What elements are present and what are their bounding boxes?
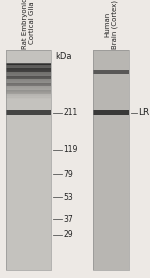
Bar — [6, 68, 51, 70]
Bar — [93, 110, 129, 115]
Bar — [93, 50, 129, 270]
Bar — [6, 85, 51, 86]
Bar — [6, 70, 51, 71]
Bar — [6, 80, 51, 81]
Bar — [6, 72, 51, 73]
Bar — [93, 50, 129, 270]
Bar — [6, 66, 51, 67]
Bar — [6, 76, 51, 78]
Bar — [6, 94, 51, 95]
Bar — [6, 92, 51, 93]
Bar — [6, 64, 51, 65]
Bar — [6, 98, 51, 99]
Bar — [6, 87, 51, 88]
Text: 119: 119 — [63, 145, 77, 155]
Bar — [6, 88, 51, 89]
Bar — [93, 70, 129, 75]
Text: 29: 29 — [63, 230, 73, 239]
Bar — [6, 79, 51, 80]
Bar — [6, 50, 51, 270]
Bar — [6, 86, 51, 87]
Bar — [6, 95, 51, 96]
Bar — [6, 91, 51, 93]
Bar — [6, 75, 51, 76]
Bar — [6, 96, 51, 98]
Bar — [6, 89, 51, 90]
Bar — [6, 110, 51, 115]
Text: 37: 37 — [63, 215, 73, 224]
Bar — [6, 71, 51, 73]
Bar — [6, 81, 51, 82]
Bar — [6, 83, 51, 85]
Bar — [6, 73, 51, 74]
Bar — [6, 70, 51, 71]
Bar — [6, 78, 51, 80]
Bar — [6, 74, 51, 75]
Text: LRP-4: LRP-4 — [138, 108, 150, 117]
Bar — [6, 84, 51, 86]
Text: 53: 53 — [63, 193, 73, 202]
Bar — [6, 65, 51, 66]
Text: Human
Brain (Cortex): Human Brain (Cortex) — [104, 0, 118, 49]
Bar — [6, 77, 51, 79]
Bar — [6, 50, 51, 270]
Bar — [6, 93, 51, 95]
Bar — [6, 76, 51, 77]
Text: kDa: kDa — [55, 52, 71, 61]
Bar — [6, 96, 51, 97]
Bar — [6, 68, 51, 69]
Bar — [6, 83, 51, 84]
Bar — [6, 63, 51, 64]
Bar — [6, 82, 51, 83]
Bar — [6, 67, 51, 68]
Bar — [6, 90, 51, 91]
Text: 79: 79 — [63, 170, 73, 179]
Text: Rat Embryonic
Cortical Glia: Rat Embryonic Cortical Glia — [22, 0, 35, 49]
Text: 211: 211 — [63, 108, 77, 117]
Bar — [6, 90, 51, 92]
